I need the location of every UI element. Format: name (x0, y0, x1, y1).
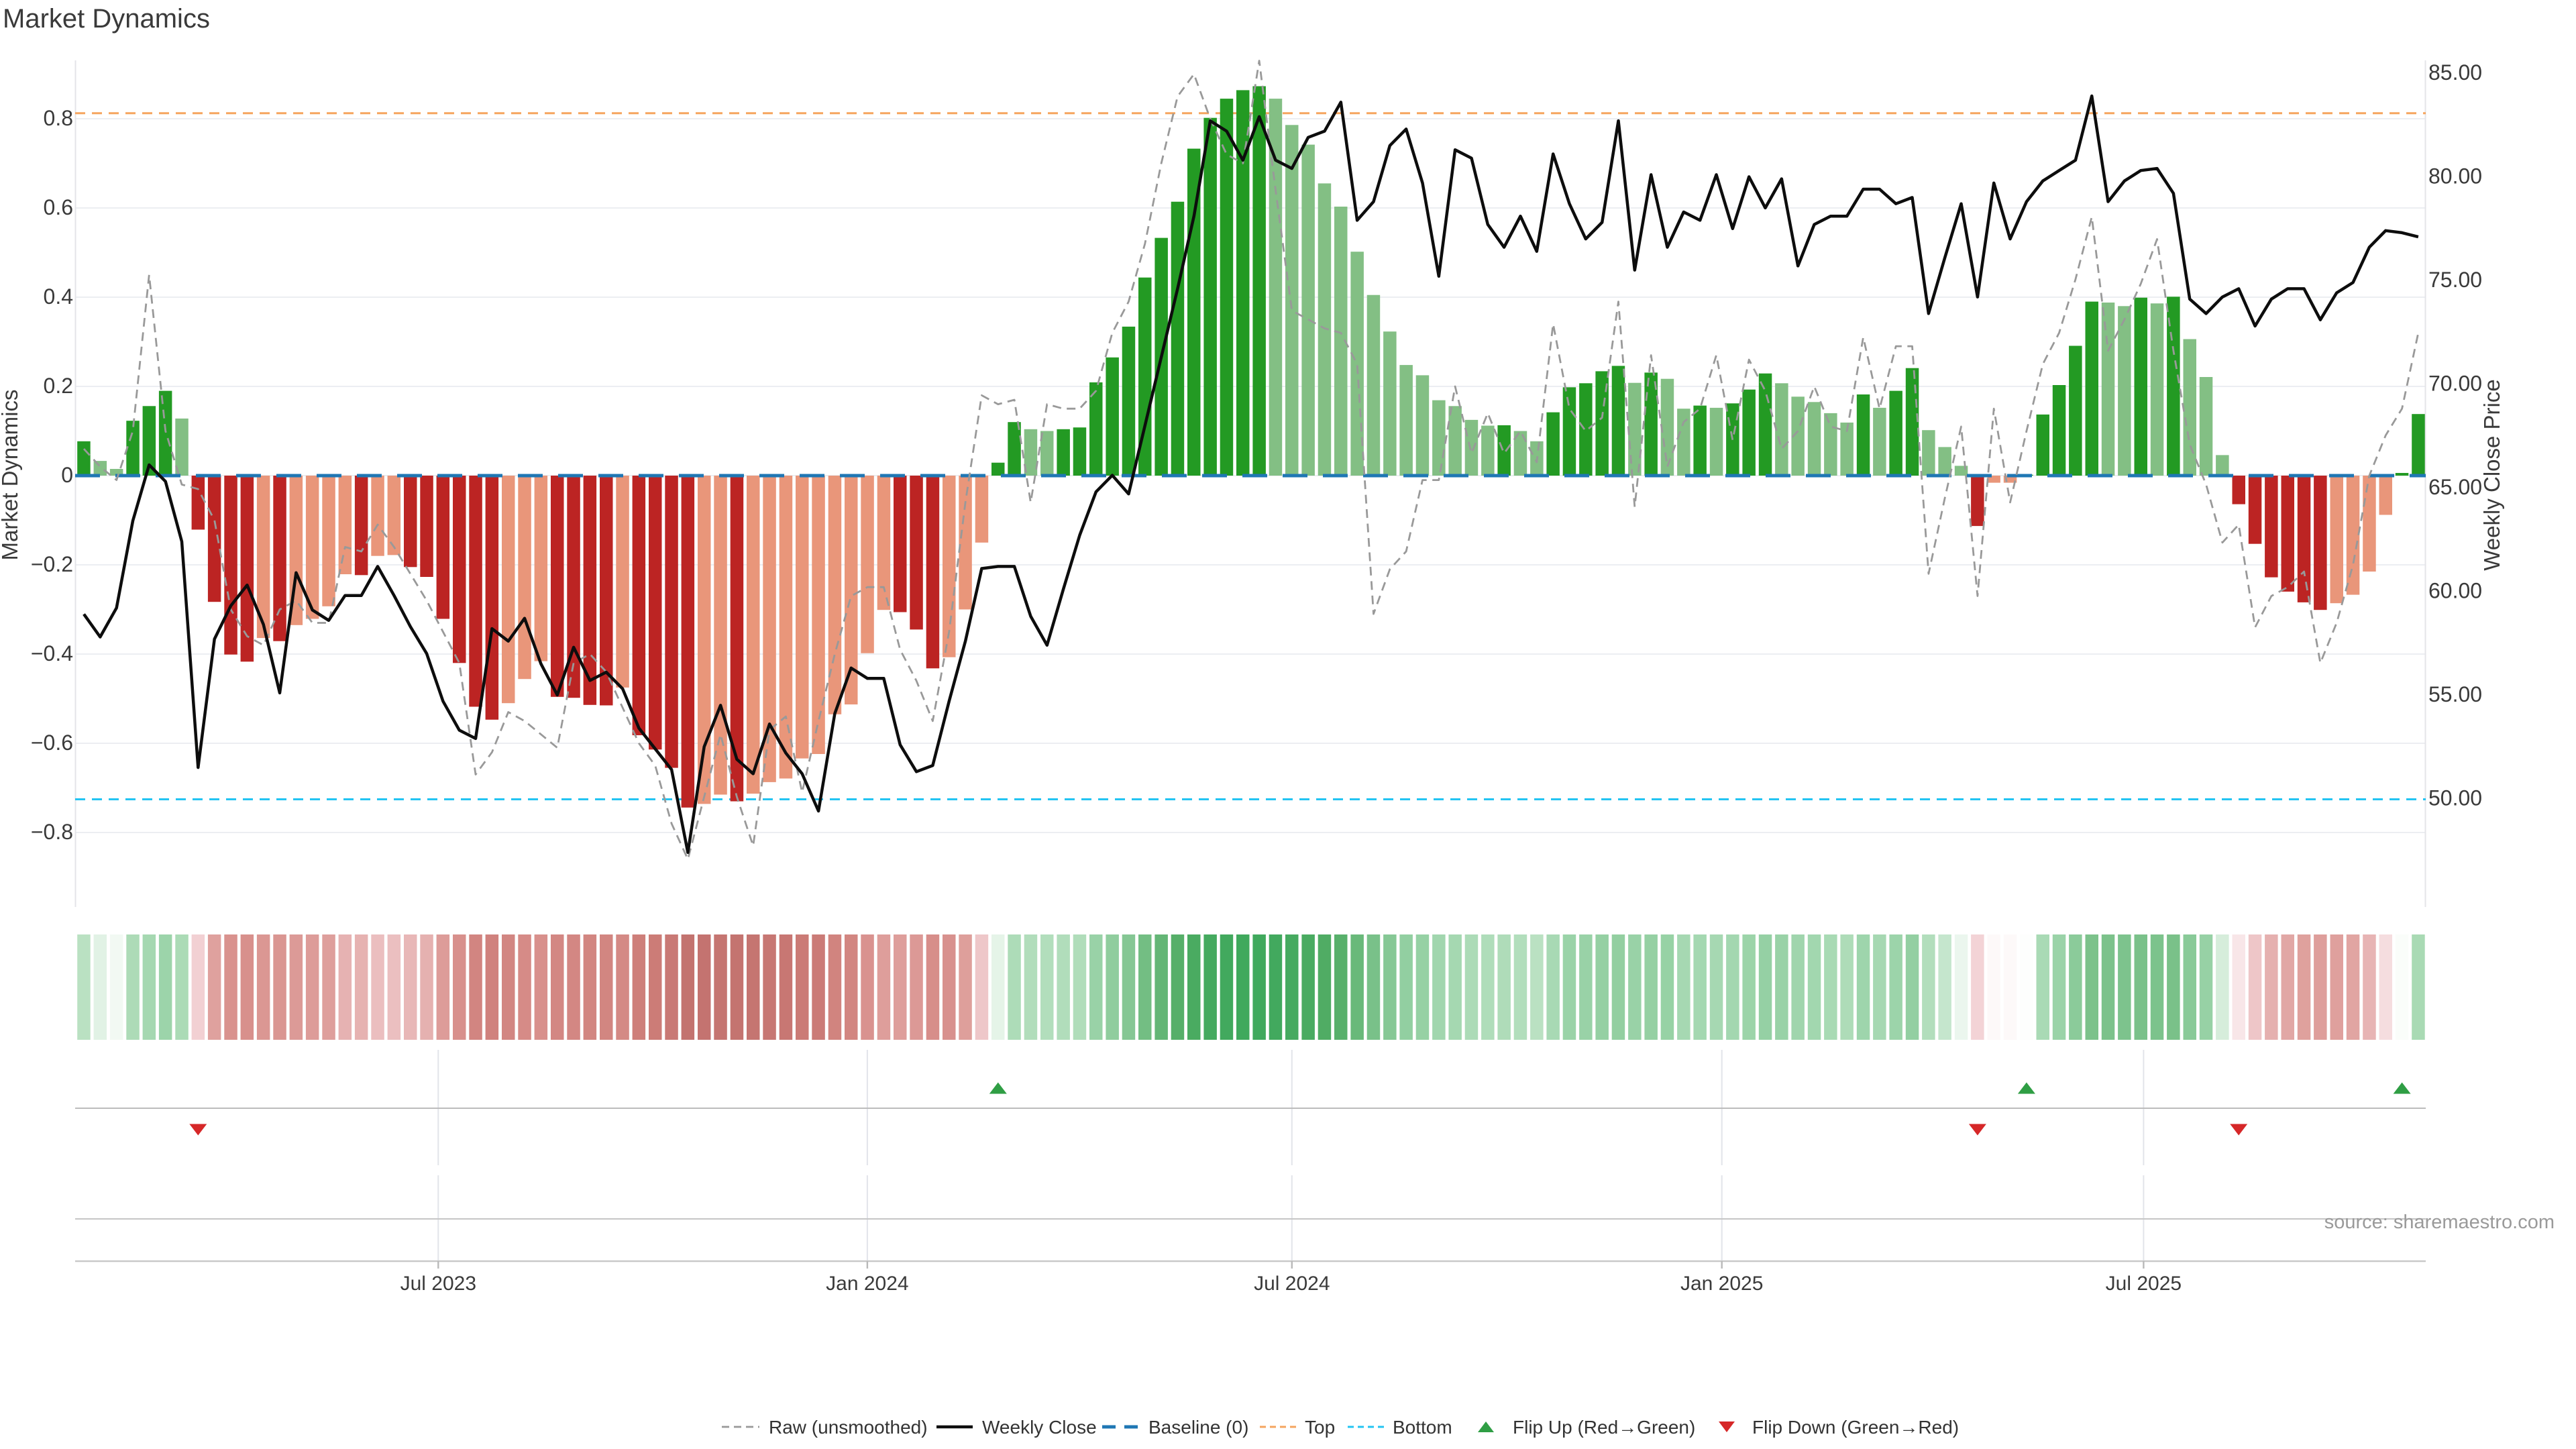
svg-text:Market Dynamics: Market Dynamics (3, 4, 210, 34)
svg-text:Jul 2024: Jul 2024 (1254, 1273, 1330, 1295)
svg-text:0.6: 0.6 (44, 195, 73, 219)
svg-text:80.00: 80.00 (2428, 164, 2482, 189)
svg-text:Weekly Close: Weekly Close (982, 1417, 1097, 1438)
svg-text:Top: Top (1305, 1417, 1335, 1438)
svg-text:60.00: 60.00 (2428, 579, 2482, 603)
svg-text:75.00: 75.00 (2428, 268, 2482, 292)
svg-text:50.00: 50.00 (2428, 786, 2482, 810)
svg-text:−0.8: −0.8 (31, 820, 73, 844)
svg-text:Weekly Close Price: Weekly Close Price (2479, 379, 2504, 570)
svg-text:55.00: 55.00 (2428, 682, 2482, 706)
svg-text:Baseline (0): Baseline (0) (1148, 1417, 1248, 1438)
svg-text:0.2: 0.2 (44, 374, 73, 398)
svg-text:−0.4: −0.4 (31, 641, 73, 665)
svg-text:Jul 2023: Jul 2023 (400, 1273, 476, 1295)
svg-text:source: sharemaestro.com: source: sharemaestro.com (2324, 1212, 2555, 1233)
svg-text:0: 0 (61, 463, 73, 487)
svg-text:Bottom: Bottom (1393, 1417, 1452, 1438)
svg-text:Jan 2025: Jan 2025 (1680, 1273, 1763, 1295)
svg-text:65.00: 65.00 (2428, 475, 2482, 499)
svg-text:−0.2: −0.2 (31, 552, 73, 576)
svg-text:Raw (unsmoothed): Raw (unsmoothed) (769, 1417, 928, 1438)
svg-text:Flip Down (Green→Red): Flip Down (Green→Red) (1752, 1417, 1959, 1438)
svg-text:85.00: 85.00 (2428, 60, 2482, 85)
svg-text:Jan 2024: Jan 2024 (826, 1273, 908, 1295)
svg-text:0.8: 0.8 (44, 106, 73, 130)
svg-text:Flip Up (Red→Green): Flip Up (Red→Green) (1513, 1417, 1695, 1438)
svg-text:Jul 2025: Jul 2025 (2106, 1273, 2182, 1295)
svg-text:70.00: 70.00 (2428, 372, 2482, 396)
svg-text:0.4: 0.4 (44, 284, 73, 309)
svg-text:−0.6: −0.6 (31, 731, 73, 755)
svg-text:Market Dynamics: Market Dynamics (0, 390, 22, 561)
